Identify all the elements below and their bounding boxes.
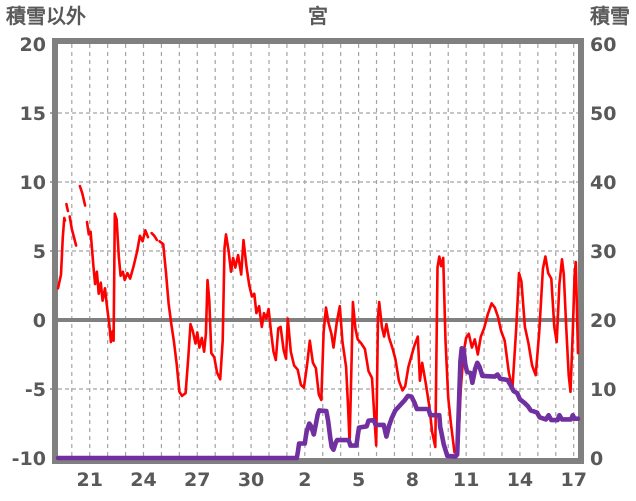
x-axis-tick-label: 8: [406, 469, 419, 491]
left-axis-title: 積雪以外: [6, 4, 86, 28]
left-axis-tick-label: -5: [25, 379, 46, 401]
x-axis-tick-label: 21: [77, 469, 103, 491]
red-series-line: [68, 215, 78, 247]
right-axis-tick-label: 40: [590, 172, 616, 194]
red-series-line: [150, 231, 159, 242]
red-series-line: [78, 184, 87, 207]
x-axis-tick-label: 24: [130, 469, 156, 491]
right-axis-tick-label: 0: [590, 448, 603, 470]
x-axis-tick-label: 5: [352, 469, 365, 491]
x-axis-tick-label: 27: [184, 469, 210, 491]
left-axis-tick-label: 5: [33, 241, 46, 263]
left-axis-tick-label: 10: [20, 172, 46, 194]
right-axis-tick-label: 30: [590, 241, 616, 263]
left-axis-tick-label: 15: [20, 103, 46, 125]
right-axis-tick-label: 60: [590, 34, 616, 56]
right-axis-tick-label: 20: [590, 310, 616, 332]
series-lines: [55, 184, 581, 461]
right-axis-tick-label: 50: [590, 103, 616, 125]
x-axis-tick-label: 30: [238, 469, 264, 491]
red-series-line: [85, 212, 150, 344]
purple-series-line: [55, 345, 581, 461]
red-series-line: [158, 233, 580, 454]
x-axis-tick-label: 17: [560, 469, 586, 491]
chart-title: 宮: [308, 4, 328, 28]
x-axis-tick-label: 11: [453, 469, 479, 491]
right-axis-title: 積雪: [590, 4, 630, 28]
plot-border: [52, 38, 584, 464]
left-axis-tick-label: 0: [33, 310, 46, 332]
gridlines: [50, 44, 581, 458]
x-axis-tick-label: 2: [298, 469, 311, 491]
chart-frame: [52, 38, 584, 464]
x-axis-tick-label: 14: [507, 469, 533, 491]
red-series-line: [56, 216, 67, 290]
left-axis-tick-label: 20: [20, 34, 46, 56]
red-series-line: [65, 202, 70, 213]
left-axis-tick-label: -10: [12, 448, 46, 470]
right-axis-tick-label: 10: [590, 379, 616, 401]
